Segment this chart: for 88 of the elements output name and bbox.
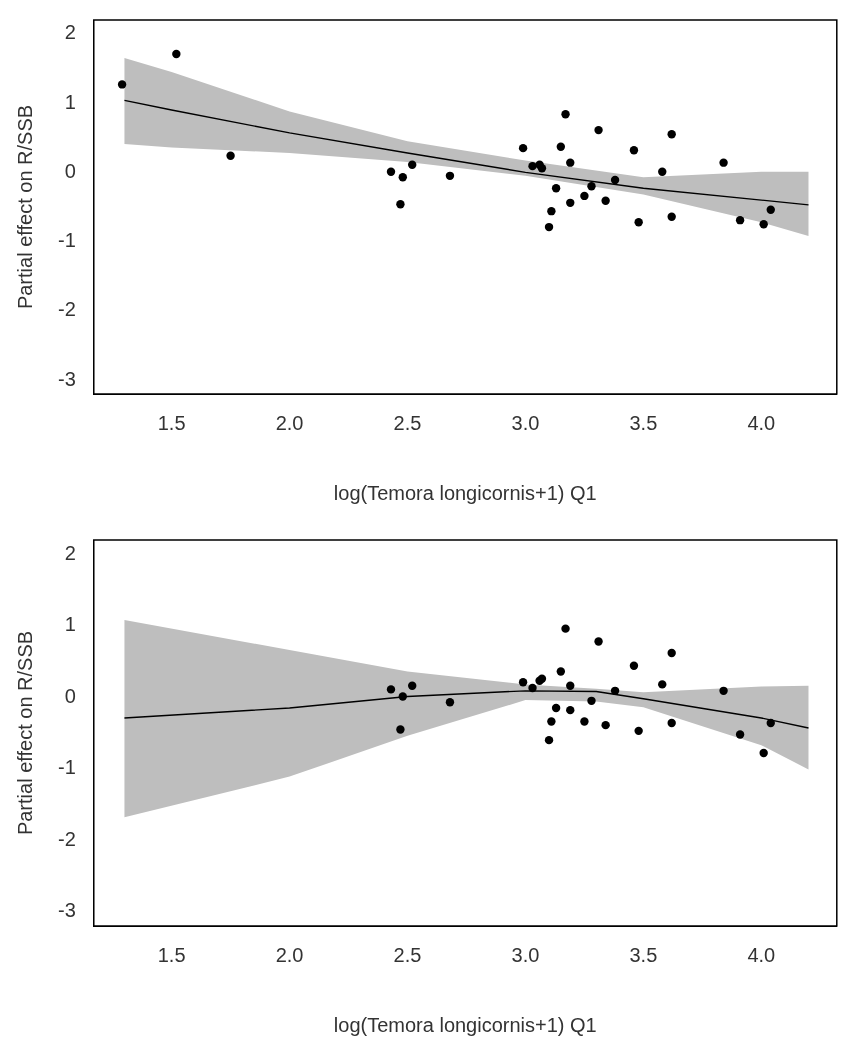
x-tick-label: 1.5 [157,943,186,966]
point [566,158,575,167]
point [566,705,575,715]
y-tick-label: -2 [57,827,76,850]
point [735,730,745,739]
point [610,686,620,696]
point [566,681,575,691]
y-tick-label: -3 [57,899,76,922]
point [766,205,775,214]
point [226,151,235,160]
point [396,725,405,734]
x-tick-label: 3.5 [629,411,658,434]
point [634,726,643,736]
y-tick-label: -1 [57,756,76,779]
y-tick-label: -3 [57,367,76,390]
point [735,215,745,225]
point [537,164,547,173]
point [551,703,561,713]
x-tick-label: 4.0 [747,411,776,434]
point [658,167,667,176]
point [594,637,603,646]
point [544,222,554,232]
y-axis-title: Partial effect on R/SSB [13,104,36,310]
point [528,683,537,693]
point [719,686,728,696]
point [580,191,589,201]
point [580,717,589,726]
x-tick-label: 2.5 [393,411,422,434]
point [547,206,556,216]
point [634,218,643,227]
y-axis-title: Partial effect on R/SSB [13,630,36,836]
y-tick-label: 1 [64,613,76,636]
y-tick-label: 2 [64,541,76,564]
point [629,661,639,671]
y-tick-label: 1 [64,90,76,113]
point [556,142,566,151]
y-tick-label: 0 [64,159,76,182]
point [667,212,676,221]
x-tick-label: 2.0 [275,943,304,966]
y-tick-label: -2 [57,298,76,321]
x-axis-title: log(Temora longicornis+1) Q1 [333,481,597,504]
point [544,735,554,745]
point [610,175,620,185]
x-tick-label: 3.5 [629,943,658,966]
point [566,198,575,208]
y-tick-label: 0 [64,684,76,707]
point [117,80,127,89]
point [556,667,566,676]
x-tick-label: 3.0 [511,411,540,434]
point [594,125,603,135]
point [551,184,561,193]
point [172,49,181,59]
point [445,698,455,707]
point [408,681,417,691]
x-tick-label: 3.0 [511,943,540,966]
x-axis-title: log(Temora longicornis+1) Q1 [333,1013,597,1036]
point [658,680,667,689]
point [667,648,676,658]
point [601,196,610,205]
point [561,109,570,119]
point [396,200,405,209]
y-tick-label: 2 [64,21,76,44]
x-tick-label: 1.5 [157,411,186,434]
point [759,220,768,229]
point [518,678,528,687]
point [398,173,407,182]
x-tick-label: 2.5 [393,943,422,966]
point [445,171,455,181]
point [528,161,537,171]
point [386,685,396,694]
point [587,182,596,191]
point [766,718,775,728]
point [398,692,407,701]
point [547,717,556,726]
point [587,696,596,706]
point [518,143,528,153]
point [667,718,676,728]
point [759,748,768,758]
point [719,158,728,167]
x-tick-label: 2.0 [275,411,304,434]
point [561,624,570,633]
y-tick-label: -1 [57,229,76,252]
point [667,130,676,139]
point [386,167,396,176]
point [629,146,639,155]
x-tick-label: 4.0 [747,943,776,966]
point [601,720,610,730]
point [408,160,417,169]
